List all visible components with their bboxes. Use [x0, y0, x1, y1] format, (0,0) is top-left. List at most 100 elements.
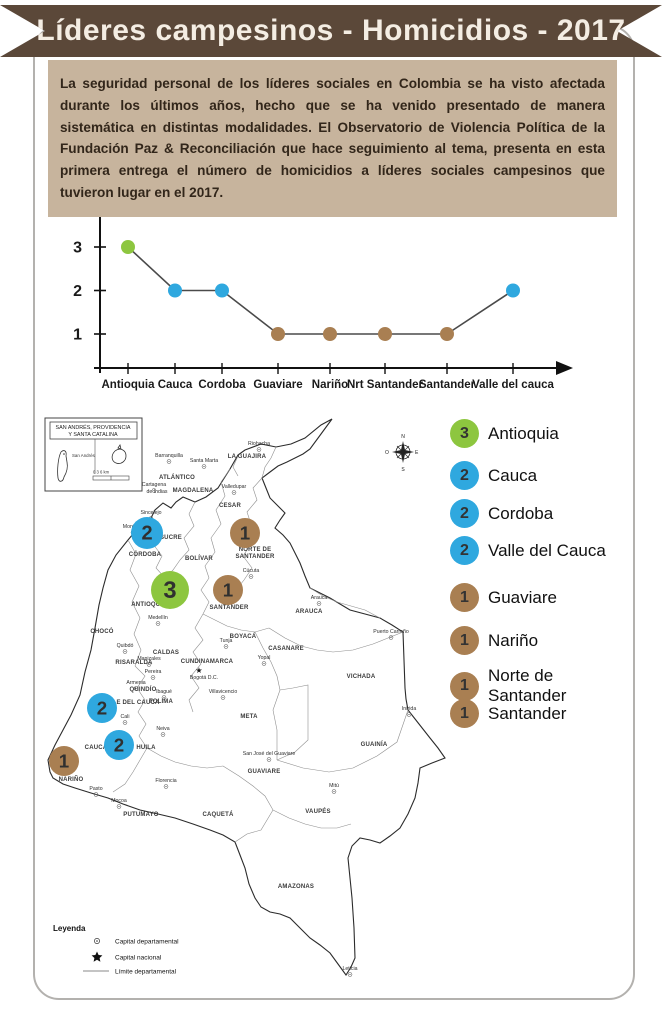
capital-departamental-icon [231, 490, 237, 495]
compass-n: N [401, 434, 405, 440]
map-marker-cauca [104, 730, 134, 760]
x-axis-arrow-icon [556, 361, 573, 375]
data-point-cauca [168, 283, 182, 298]
capital-dot [95, 793, 97, 796]
department-label: GUAINÍA [361, 740, 388, 748]
x-tick-label: Valle del cauca [472, 379, 554, 391]
compass-s: S [401, 467, 405, 473]
capital-departamental-icon [266, 757, 272, 762]
department-label: VAUPÉS [305, 807, 330, 815]
legend-label: Guaviare [488, 587, 557, 607]
department-label: PUTUMAYO [123, 812, 159, 818]
legend-label: Cauca [488, 465, 538, 485]
capital-dot [349, 973, 351, 976]
legend-label: Antioquia [488, 423, 559, 443]
capital-dot [152, 676, 154, 679]
department-label: CHOCÓ [90, 627, 113, 635]
map-marker-santander [213, 575, 243, 605]
department-label: ANTIOQUIA [131, 602, 167, 608]
map-key: Leyenda Capital departamental Capital na… [53, 924, 179, 976]
y-tick-label: 1 [73, 327, 82, 344]
department-label: LA GUAJIRA [228, 454, 267, 460]
x-tick-label: Cauca [158, 379, 193, 391]
data-point-nrt-santander [378, 327, 392, 341]
map-marker-antioquia [151, 571, 189, 609]
legend-label: Norte de Santander [488, 666, 567, 705]
inset-title-line2: Y SANTA CATALINA [68, 432, 118, 438]
city-label: San José del Guaviare [243, 751, 296, 757]
capital-departamental-icon [201, 464, 207, 469]
department-label: MAGDALENA [173, 488, 214, 494]
data-point-nariño [323, 327, 337, 341]
capital-dot [168, 460, 170, 463]
department-label: BOLÍVAR [185, 554, 213, 562]
map-marker-valle-del-cauca [87, 693, 117, 723]
legend-item-cordoba: 2 Cordoba [450, 499, 553, 528]
capital-dot [163, 696, 165, 699]
department-label: HUILA [136, 745, 156, 751]
capital-dot [390, 636, 392, 639]
city-label: Puerto Carreño [373, 629, 409, 635]
map-marker-norte-de-santander [230, 518, 260, 548]
capital-dot [165, 785, 167, 788]
trend-chart: 1 2 3 Antioquia Cauca Cordoba Guaviare NariñoNr… [73, 202, 573, 392]
capital-departamental-icon [316, 601, 322, 606]
chart-plot-area: 1 2 3 Antioquia Cauca Cordoba Guaviare NariñoNr… [73, 240, 554, 392]
city-label: Barranquilla [155, 453, 183, 459]
capital-departamental-icon [150, 675, 156, 680]
capital-nacional-icon [91, 951, 103, 962]
san-andres-island [57, 450, 68, 482]
legend-label: Nariño [488, 630, 539, 650]
capital-departamental-icon [94, 938, 100, 944]
department-label: NORTE DE [239, 547, 272, 553]
legend-label: Santander [488, 703, 567, 723]
inset-title-line1: SAN ANDRÉS, PROVIDENCIA [56, 424, 131, 431]
legend-item-valle-del-cauca: 2 Valle del Cauca [450, 536, 606, 565]
department-label: CALDAS [153, 650, 179, 656]
department-label: ARAUCA [295, 609, 323, 615]
capital-dot [203, 465, 205, 468]
department-label: NARIÑO [59, 776, 84, 783]
department-label: TOLIMA [149, 699, 174, 705]
inset-map-san-andres: SAN ANDRÉS, PROVIDENCIA Y SANTA CATALINA… [44, 417, 143, 492]
department-label: AMAZONAS [278, 884, 314, 890]
department-label: SANTANDER [235, 554, 274, 560]
x-tick-label: Nrt Santander [347, 379, 424, 391]
y-tick-label: 2 [73, 283, 82, 300]
capital-departamental-icon [220, 695, 226, 700]
capital-nacional-icon: ★ [195, 666, 202, 675]
city-label: Yopal [258, 655, 271, 661]
x-tick-label: Santander [419, 379, 476, 391]
legend-label: Cordoba [488, 503, 554, 523]
map-marker-value: 2 [97, 697, 107, 718]
capital-departamental-icon [160, 732, 166, 737]
map-marker-cordoba [131, 517, 163, 549]
city-label: Medellín [148, 615, 168, 621]
legend-count-badge: 1 [450, 699, 479, 728]
data-point-cordoba [215, 283, 229, 298]
city-label: Armenia [126, 680, 145, 686]
legend-count-badge: 1 [450, 583, 479, 612]
department-label: VICHADA [347, 674, 376, 680]
inset-island-label: San Andrés [72, 453, 96, 458]
city-label: Riohacha [248, 441, 270, 447]
legend-item-cauca: 2 Cauca [450, 461, 537, 490]
map-marker-value: 2 [141, 523, 152, 545]
map-marker-value: 1 [59, 750, 69, 771]
city-label: Cali [121, 714, 130, 720]
map-marker-nariño [49, 746, 79, 776]
capital-departamental-icon [347, 972, 353, 977]
intro-paragraph: La seguridad personal de los líderes soc… [48, 60, 617, 217]
legend-count-badge: 1 [450, 671, 479, 701]
capital-departamental-icon [116, 804, 122, 809]
department-label: ATLÁNTICO [159, 474, 195, 481]
x-tick-label: Cordoba [198, 379, 246, 391]
legend-label: Valle del Cauca [488, 540, 606, 560]
intro-text: La seguridad personal de los líderes soc… [60, 76, 605, 200]
legend-count-badge: 2 [450, 461, 479, 490]
department-label: RISARALDA [115, 660, 153, 666]
capital-departamental-icon [161, 695, 167, 700]
colombia-map: SAN ANDRÉS, PROVIDENCIA Y SANTA CATALINA… [44, 417, 446, 977]
legend-count-badge: 1 [450, 626, 479, 655]
data-point-guaviare [271, 327, 285, 341]
